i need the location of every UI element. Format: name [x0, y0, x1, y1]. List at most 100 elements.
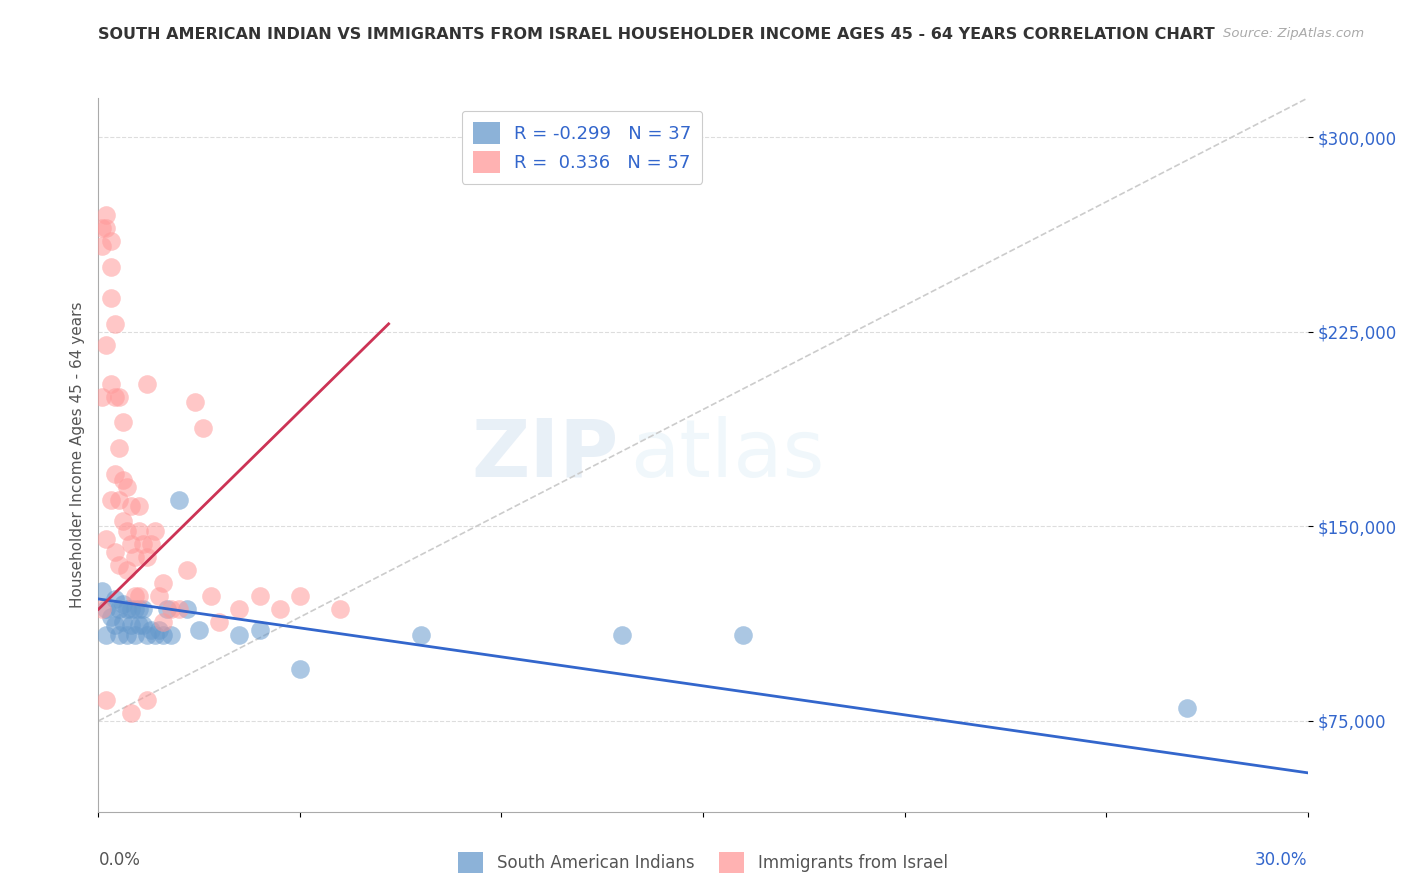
Point: [111, 473, 134, 487]
Point: [167, 493, 190, 508]
Point: [107, 390, 129, 404]
Point: [269, 602, 291, 616]
Point: [120, 537, 142, 551]
Point: [111, 514, 134, 528]
Point: [132, 602, 155, 616]
Point: [733, 628, 755, 642]
Point: [103, 591, 125, 606]
Point: [103, 618, 125, 632]
Legend: South American Indians, Immigrants from Israel: South American Indians, Immigrants from …: [451, 846, 955, 880]
Text: atlas: atlas: [630, 416, 825, 494]
Point: [96, 208, 118, 222]
Point: [115, 524, 138, 539]
Point: [120, 602, 142, 616]
Point: [124, 628, 146, 642]
Point: [124, 590, 146, 604]
Point: [96, 533, 118, 547]
Point: [249, 590, 271, 604]
Point: [1175, 701, 1198, 715]
Point: [91, 239, 114, 253]
Point: [160, 628, 183, 642]
Point: [100, 260, 122, 274]
Point: [115, 480, 138, 494]
Point: [148, 623, 170, 637]
Point: [96, 628, 118, 642]
Point: [107, 558, 129, 573]
Point: [103, 467, 125, 482]
Point: [96, 337, 118, 351]
Point: [176, 563, 198, 577]
Point: [111, 615, 134, 630]
Point: [160, 602, 183, 616]
Point: [120, 706, 142, 720]
Point: [167, 602, 190, 616]
Point: [91, 584, 114, 599]
Point: [288, 662, 311, 676]
Point: [193, 420, 215, 434]
Point: [120, 618, 142, 632]
Point: [96, 220, 118, 235]
Text: 0.0%: 0.0%: [98, 851, 141, 869]
Point: [152, 628, 174, 642]
Point: [91, 220, 114, 235]
Point: [176, 602, 198, 616]
Point: [135, 550, 157, 565]
Point: [107, 442, 129, 456]
Point: [135, 628, 157, 642]
Y-axis label: Householder Income Ages 45 - 64 years: Householder Income Ages 45 - 64 years: [69, 301, 84, 608]
Point: [156, 602, 179, 616]
Point: [128, 499, 150, 513]
Text: ZIP: ZIP: [471, 416, 619, 494]
Point: [184, 394, 207, 409]
Point: [103, 317, 125, 331]
Point: [152, 576, 174, 591]
Point: [139, 537, 162, 551]
Point: [132, 537, 155, 551]
Point: [249, 623, 271, 637]
Text: Source: ZipAtlas.com: Source: ZipAtlas.com: [1223, 27, 1364, 40]
Point: [96, 602, 118, 616]
Point: [103, 390, 125, 404]
Point: [132, 618, 155, 632]
Text: 30.0%: 30.0%: [1256, 851, 1308, 869]
Point: [115, 563, 138, 577]
Point: [100, 610, 122, 624]
Point: [128, 590, 150, 604]
Point: [100, 234, 122, 248]
Point: [135, 376, 157, 391]
Point: [200, 590, 222, 604]
Point: [135, 693, 157, 707]
Point: [409, 628, 432, 642]
Point: [143, 524, 166, 539]
Point: [107, 493, 129, 508]
Point: [103, 545, 125, 559]
Text: SOUTH AMERICAN INDIAN VS IMMIGRANTS FROM ISRAEL HOUSEHOLDER INCOME AGES 45 - 64 : SOUTH AMERICAN INDIAN VS IMMIGRANTS FROM…: [98, 27, 1215, 42]
Point: [124, 602, 146, 616]
Point: [143, 628, 166, 642]
Point: [111, 416, 134, 430]
Point: [96, 693, 118, 707]
Point: [91, 602, 114, 616]
Point: [148, 590, 170, 604]
Point: [115, 628, 138, 642]
Point: [120, 499, 142, 513]
Point: [100, 376, 122, 391]
Point: [128, 602, 150, 616]
Legend: R = -0.299   N = 37, R =  0.336   N = 57: R = -0.299 N = 37, R = 0.336 N = 57: [461, 111, 703, 184]
Point: [91, 390, 114, 404]
Point: [111, 597, 134, 611]
Point: [115, 602, 138, 616]
Point: [124, 550, 146, 565]
Point: [100, 291, 122, 305]
Point: [128, 524, 150, 539]
Point: [188, 623, 211, 637]
Point: [208, 615, 231, 630]
Point: [139, 623, 162, 637]
Point: [228, 602, 250, 616]
Point: [152, 615, 174, 630]
Point: [128, 618, 150, 632]
Point: [100, 493, 122, 508]
Point: [107, 602, 129, 616]
Point: [329, 602, 352, 616]
Point: [612, 628, 634, 642]
